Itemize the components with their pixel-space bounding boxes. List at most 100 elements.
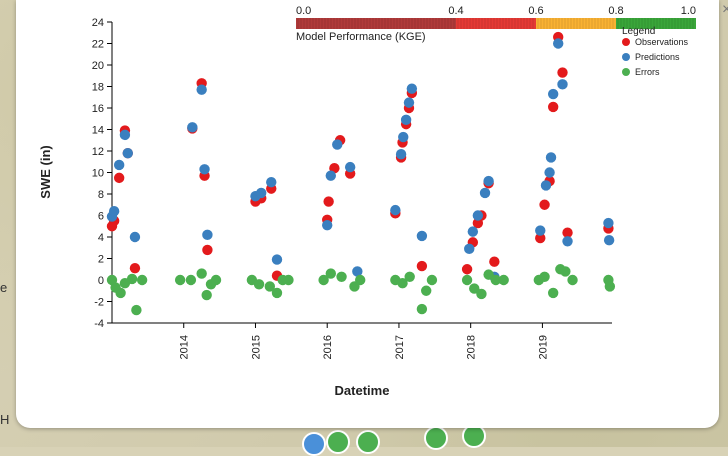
data-point-errors [404,271,415,282]
colorbar-tick-label: 0.0 [296,5,311,17]
data-point-predictions [266,176,277,188]
data-point-errors [397,278,408,289]
data-point-predictions [398,131,409,143]
map-marker[interactable] [356,430,380,454]
data-point-predictions [108,206,120,217]
data-point-errors [490,274,501,286]
data-point-errors [318,274,329,286]
data-point-observations [323,196,334,207]
data-point-errors [426,274,438,286]
colorbar-segment [296,18,456,29]
colorbar-tick-label: 1.0 [681,5,696,17]
legend-swatch [622,53,630,61]
data-point-predictions [535,225,546,236]
map-label-bottom: H [0,412,10,427]
data-point-predictions [113,159,125,171]
close-icon[interactable]: × [722,1,728,18]
data-point-errors [469,283,480,294]
y-tick-label: 20 [92,60,104,72]
colorbar-tick-label: 0.6 [528,5,543,17]
legend-entry-label: Predictions [635,52,680,62]
data-point-predictions [390,204,401,216]
data-point-errors [115,287,126,299]
data-point-observations [535,232,546,244]
data-point-predictions [256,187,267,199]
data-point-predictions [406,83,418,94]
y-tick-label: -2 [94,297,104,309]
y-tick-label: 6 [98,211,104,223]
x-tick-label: 2016 [322,335,334,359]
x-tick-label: 2017 [394,335,406,359]
y-tick-label: 0 [98,275,104,287]
legend-entry-label: Observations [635,37,689,47]
y-tick-label: 10 [92,168,104,180]
data-point-predictions [344,161,356,173]
colorbar-label: Model Performance (KGE) [296,31,426,43]
data-point-predictions [557,79,568,90]
data-point-predictions [479,187,491,199]
data-point-predictions [202,229,213,241]
data-point-observations [539,199,550,210]
data-point-predictions [119,129,131,141]
data-point-predictions [472,210,484,221]
chart-popup: × -4 -2 0 2 4 6 8 10 12 14 16 18 20 22 24 2014 2015 2016 2… [16,0,728,428]
map-marker[interactable] [302,432,326,456]
data-point-errors [604,281,616,292]
data-point-observations [547,101,559,113]
x-tick-label: 2018 [466,335,478,359]
data-point-predictions [322,219,333,231]
y-tick-label: 24 [92,17,104,29]
data-point-errors [560,266,571,277]
data-point-predictions [603,235,615,246]
data-point-errors [131,304,142,316]
map-marker[interactable] [326,430,350,454]
legend-title: Legend [622,26,655,37]
data-point-observations [489,256,500,267]
data-point-predictions [122,147,133,159]
data-point-predictions [545,152,557,163]
data-point-observations [129,262,141,274]
x-tick-label: 2015 [250,335,262,359]
x-tick-label: 2019 [537,335,549,359]
map-label-left: e [0,280,8,295]
data-point-predictions [395,149,407,160]
data-point-errors [271,287,283,299]
data-point-observations [562,227,573,238]
y-tick-label: 22 [92,39,104,51]
data-point-errors [196,268,207,279]
data-point-predictions [352,266,363,277]
data-point-errors [210,274,222,286]
data-point-errors [421,285,432,296]
colorbar-segment [616,18,696,29]
y-tick-label: 12 [92,146,104,158]
data-point-errors [567,274,578,286]
data-point-predictions [187,122,198,133]
data-point-errors [185,274,197,286]
x-axis-title: Datetime [335,383,390,398]
data-point-errors [174,274,186,286]
data-point-errors [355,274,366,286]
legend-entry-label: Errors [635,67,660,77]
data-point-predictions [416,230,428,242]
data-point-predictions [199,164,210,175]
x-tick-label: 2014 [179,335,191,359]
data-point-observations [202,244,213,256]
y-tick-label: 4 [98,232,104,244]
data-point-predictions [467,226,479,237]
data-point-predictions [332,139,343,150]
legend-swatch [622,38,630,46]
data-point-errors [483,269,494,280]
data-point-predictions [129,231,141,243]
map-marker[interactable] [424,426,448,450]
data-point-errors [476,288,487,300]
data-point-observations [461,264,473,275]
y-tick-label: 18 [92,82,104,94]
data-point-errors [126,273,138,285]
y-tick-label: -4 [94,318,104,330]
data-point-errors [264,281,276,292]
colorbar-tick-label: 0.8 [608,5,623,17]
colorbar-segment [536,18,616,29]
data-point-errors [136,274,148,286]
data-point-errors [547,287,559,299]
colorbar-tick-label: 0.4 [448,5,463,17]
